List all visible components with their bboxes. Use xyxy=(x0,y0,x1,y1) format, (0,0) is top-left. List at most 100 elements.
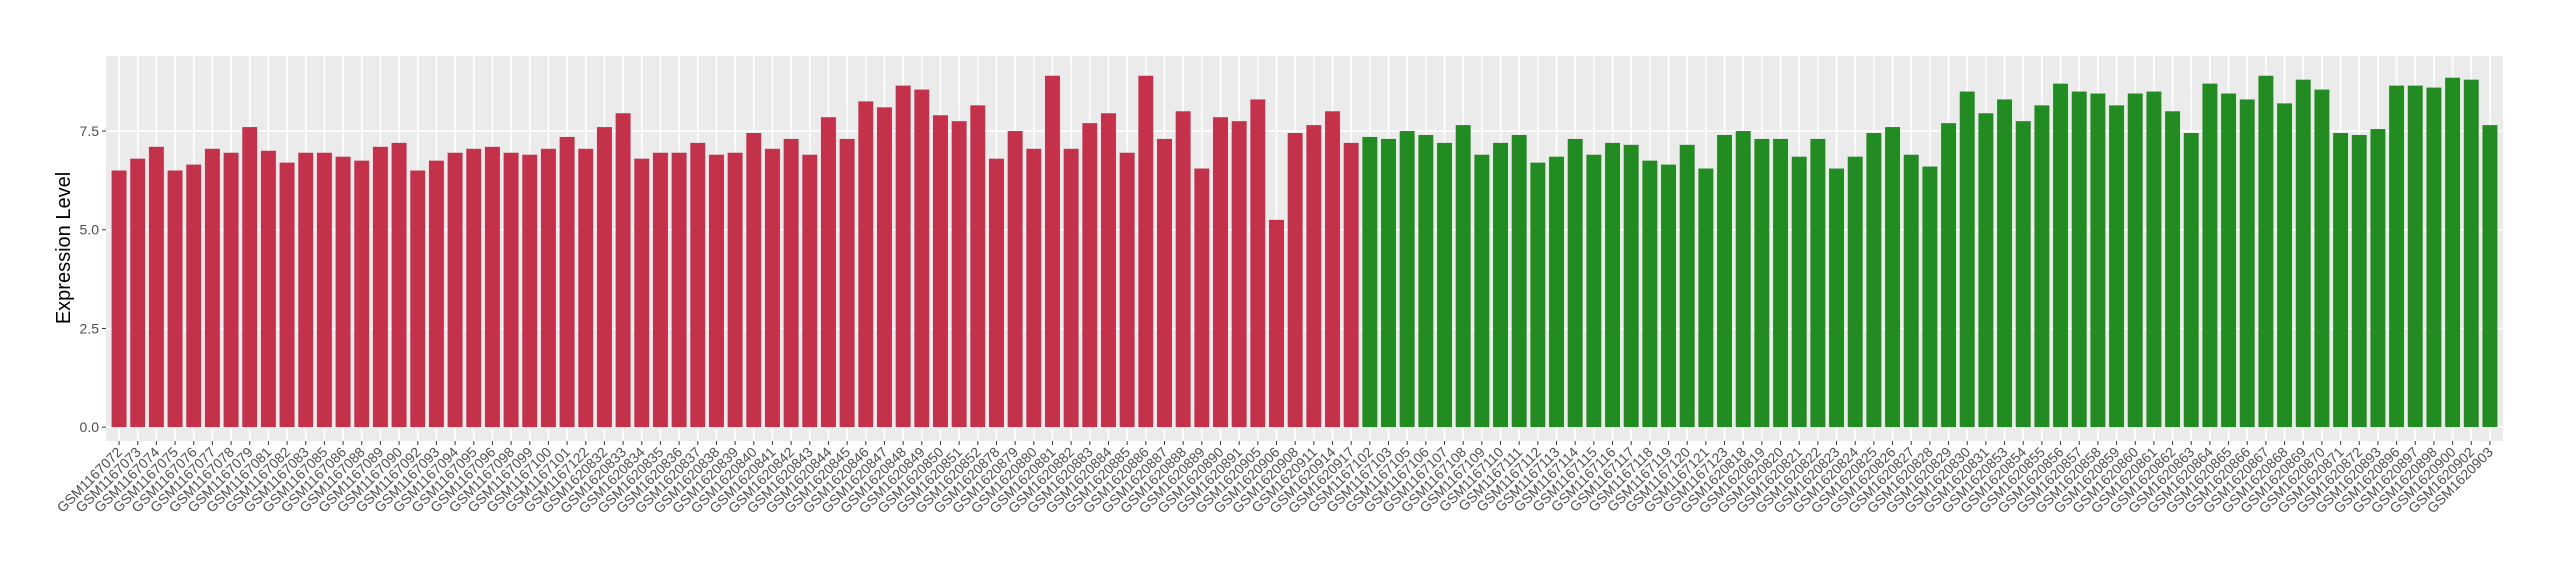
bar xyxy=(1661,164,1676,428)
bar xyxy=(727,152,743,428)
bar xyxy=(1250,99,1266,428)
bar xyxy=(2333,133,2349,428)
bar xyxy=(335,156,351,428)
bar xyxy=(242,127,258,428)
bar xyxy=(1381,138,1396,428)
bar xyxy=(484,146,500,428)
bar xyxy=(2146,91,2162,428)
bar xyxy=(1997,99,2013,428)
y-tick-label: 7.5 xyxy=(80,123,100,139)
bar xyxy=(634,158,650,428)
bar xyxy=(1810,138,1826,428)
bar xyxy=(1418,134,1434,428)
bar xyxy=(2221,93,2237,428)
bar xyxy=(1082,123,1098,428)
bar xyxy=(1605,142,1620,428)
bar xyxy=(1959,91,1975,428)
bar xyxy=(1362,136,1378,428)
bar xyxy=(1474,154,1490,428)
bar xyxy=(1175,111,1191,428)
bar xyxy=(1399,131,1415,428)
bar xyxy=(933,115,948,428)
bar xyxy=(2183,133,2199,428)
bar xyxy=(111,170,127,428)
bar xyxy=(596,127,612,428)
bar xyxy=(2239,99,2255,428)
bar xyxy=(447,152,463,428)
bar xyxy=(466,148,482,428)
bar xyxy=(2015,121,2031,428)
bar xyxy=(1941,123,1957,428)
bar xyxy=(1530,162,1546,428)
bar xyxy=(316,152,332,428)
bar xyxy=(522,154,538,428)
y-axis-title: Expression Level xyxy=(53,172,75,324)
bar xyxy=(2351,134,2367,428)
bar xyxy=(1287,133,1303,428)
bar xyxy=(970,105,986,428)
bar xyxy=(895,85,911,428)
bar xyxy=(1567,138,1583,428)
bar xyxy=(578,148,594,428)
bar xyxy=(1063,148,1079,428)
bar xyxy=(204,148,220,428)
bar xyxy=(1213,117,1228,428)
bar xyxy=(1586,154,1602,428)
bar xyxy=(1735,131,1751,428)
bar xyxy=(540,148,556,428)
bar xyxy=(1623,144,1639,428)
bar xyxy=(652,152,668,428)
bar xyxy=(2109,105,2125,428)
bar xyxy=(1045,75,1060,428)
bar xyxy=(1791,156,1807,428)
bar xyxy=(503,152,519,428)
bar xyxy=(2314,89,2330,428)
bar xyxy=(1978,113,1994,428)
bar xyxy=(559,136,575,428)
bar xyxy=(1343,142,1359,428)
bar xyxy=(1138,75,1154,428)
bar xyxy=(1306,125,1322,428)
bar xyxy=(1437,142,1452,428)
bar xyxy=(391,142,407,428)
bar xyxy=(1511,134,1527,428)
bar xyxy=(2034,105,2050,428)
bar xyxy=(2295,79,2311,428)
bar xyxy=(1642,160,1658,428)
bar xyxy=(690,142,706,428)
bar xyxy=(1119,152,1135,428)
bar xyxy=(858,101,874,428)
bar xyxy=(260,150,276,428)
bar xyxy=(223,152,239,428)
bar xyxy=(1847,156,1863,428)
bar xyxy=(708,154,724,428)
plot-panel xyxy=(106,56,2503,441)
bar xyxy=(1231,121,1247,428)
bar xyxy=(130,158,146,428)
bar xyxy=(1773,138,1789,428)
bar xyxy=(410,170,426,428)
bar xyxy=(1717,134,1733,428)
bar xyxy=(746,133,762,428)
bar xyxy=(914,89,930,428)
bar xyxy=(820,117,836,428)
bar xyxy=(1885,127,1901,428)
bar xyxy=(839,138,855,428)
bar xyxy=(1698,168,1714,428)
bar xyxy=(2389,85,2405,428)
bar xyxy=(372,146,388,428)
bar xyxy=(671,152,687,428)
bar xyxy=(1493,142,1508,428)
bar xyxy=(1157,138,1172,428)
bar xyxy=(1325,111,1340,428)
bar xyxy=(1829,168,1845,428)
bar xyxy=(1455,125,1471,428)
bar xyxy=(1194,168,1210,428)
bar xyxy=(1101,113,1116,428)
bar xyxy=(2463,79,2479,428)
bar xyxy=(2071,91,2087,428)
bar xyxy=(1866,133,1882,428)
bar xyxy=(428,160,444,428)
y-tick-label: 0.0 xyxy=(80,419,100,435)
